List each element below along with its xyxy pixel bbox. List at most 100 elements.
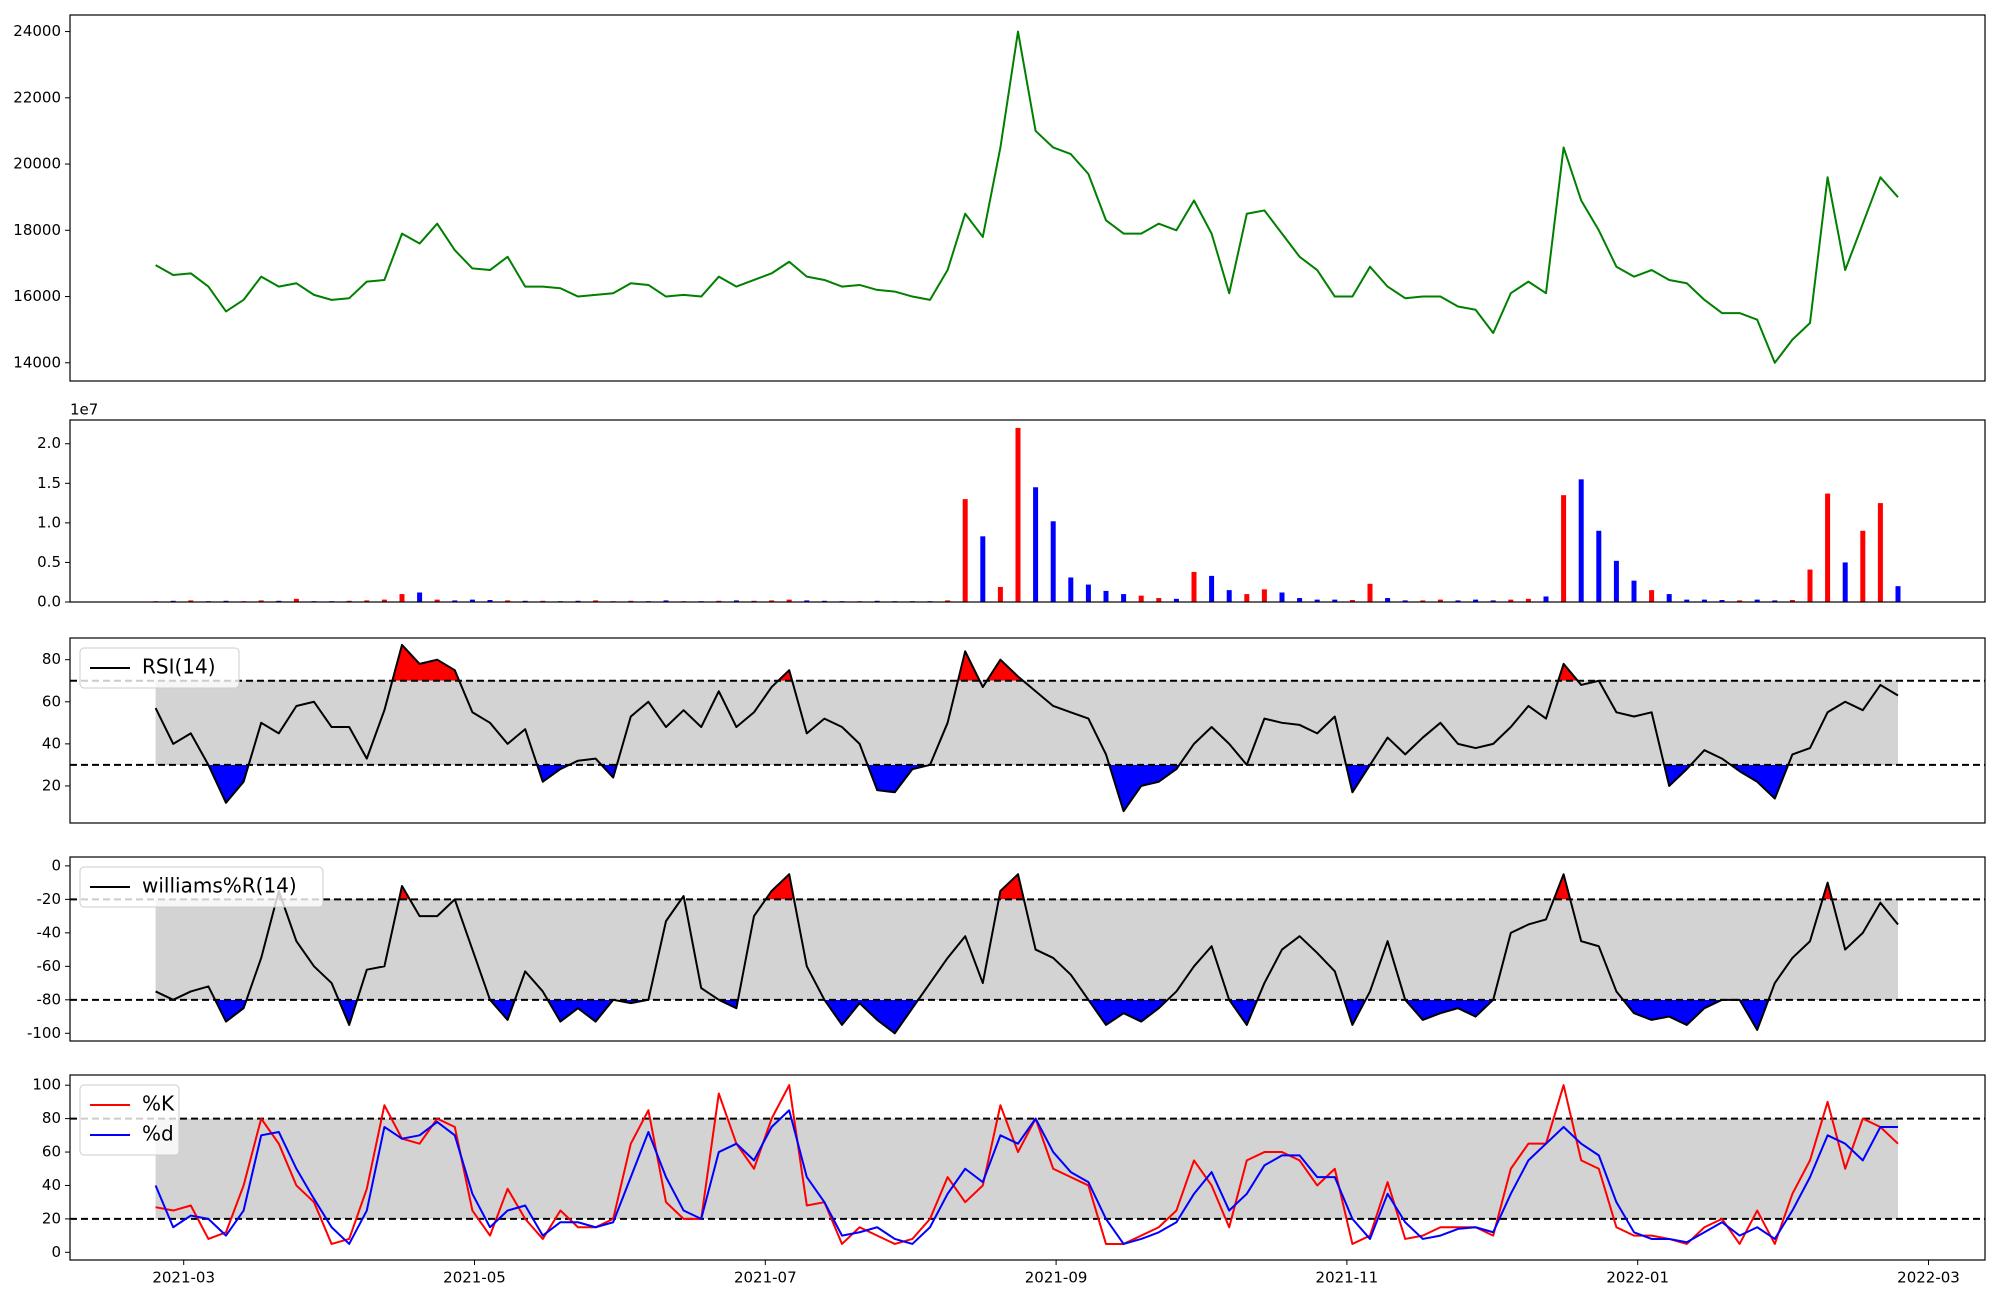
volume-bar	[1508, 599, 1514, 602]
axis-offset-label: 1e7	[70, 401, 98, 419]
x-tick-label: 2021-03	[152, 1269, 215, 1287]
y-tick-label: 2.0	[37, 434, 61, 452]
volume-bar	[487, 600, 493, 602]
y-tick-label: 20	[42, 776, 61, 794]
y-tick-label: -100	[27, 1024, 61, 1042]
volume-bar	[1842, 562, 1848, 602]
axes-background	[70, 15, 1985, 381]
series-line	[155, 1084, 1899, 1245]
y-tick-label: 22000	[13, 88, 61, 106]
volume-bar	[1015, 427, 1021, 602]
volume-bar	[1561, 495, 1567, 602]
volume-bar	[1825, 493, 1831, 602]
y-tick-label: 0.0	[37, 593, 61, 611]
y-tick-label: -40	[37, 923, 62, 941]
volume-bar	[1156, 598, 1162, 602]
volume-bar	[452, 600, 458, 602]
volume-bar	[381, 599, 387, 602]
volume-bar	[804, 600, 810, 602]
y-tick-label: 0	[51, 856, 61, 874]
volume-bar	[593, 600, 599, 602]
volume-bar	[1085, 584, 1091, 602]
volume-bar	[1455, 600, 1461, 602]
y-tick-label: 100	[32, 1076, 61, 1094]
volume-bar	[1631, 580, 1637, 602]
axes-frame	[69, 419, 1986, 603]
volume-bar	[1613, 560, 1619, 602]
volume-bar	[1437, 599, 1443, 602]
y-tick-label: 20	[42, 1209, 61, 1227]
volume-bar	[1033, 487, 1039, 602]
legend-box	[79, 647, 240, 689]
x-tick-label: 2022-03	[1897, 1269, 1960, 1287]
y-tick-label: 18000	[13, 221, 61, 239]
volume-bar	[1226, 590, 1232, 602]
x-tick-label: 2021-09	[1025, 1269, 1088, 1287]
series-line	[154, 1109, 1898, 1245]
volume-bar	[1050, 521, 1056, 602]
series-line	[154, 643, 1899, 813]
y-tick-label: 24000	[13, 22, 61, 40]
volume-bar	[1367, 583, 1373, 602]
volume-bar	[434, 599, 440, 602]
axes-frame	[69, 856, 1986, 1042]
volume-bar	[1719, 600, 1725, 602]
volume-bar	[1701, 599, 1707, 602]
y-tick-label: -80	[37, 990, 62, 1008]
y-tick-label: 40	[42, 1176, 61, 1194]
axes-frame	[69, 1074, 1986, 1261]
level-band	[155, 680, 1899, 765]
volume-bar	[1121, 594, 1127, 602]
volume-bar	[1666, 594, 1672, 602]
volume-bar	[1314, 599, 1320, 602]
legend-label: williams%R(14)	[142, 874, 297, 898]
volume-bar	[962, 499, 968, 602]
volume-bar	[417, 592, 423, 602]
y-tick-label: 1.5	[37, 474, 61, 492]
volume-bar	[1772, 600, 1778, 602]
volume-bar	[1860, 530, 1866, 602]
legend-label: RSI(14)	[142, 655, 216, 679]
volume-bar	[1525, 598, 1531, 602]
y-tick-label: 16000	[13, 287, 61, 305]
volume-bar	[980, 536, 986, 602]
below-fill	[215, 999, 1769, 1034]
volume-bar	[188, 600, 194, 602]
volume-bar	[1244, 594, 1250, 602]
volume-bar	[1737, 600, 1743, 602]
volume-bar	[733, 600, 739, 602]
y-tick-label: 20000	[13, 155, 61, 173]
volume-bar	[1191, 571, 1197, 602]
volume-bar	[1754, 599, 1760, 602]
x-tick-label: 2022-01	[1606, 1269, 1669, 1287]
y-tick-label: 80	[42, 650, 61, 668]
volume-bar	[1297, 598, 1303, 602]
volume-bar	[1473, 599, 1479, 602]
y-tick-label: 40	[42, 734, 61, 752]
y-tick-label: -20	[37, 890, 62, 908]
volume-bar	[1068, 577, 1074, 602]
y-tick-label: 14000	[13, 353, 61, 371]
y-tick-label: 80	[42, 1109, 61, 1127]
volume-bar	[258, 600, 264, 602]
volume-bar	[1173, 598, 1179, 602]
volume-bar	[997, 586, 1003, 602]
volume-bar	[1261, 589, 1267, 602]
volume-bar	[1332, 599, 1338, 602]
volume-bar	[1420, 600, 1426, 602]
legend-box	[79, 866, 324, 908]
volume-bar	[505, 600, 511, 602]
volume-bar	[1138, 595, 1144, 602]
volume-bar	[1649, 590, 1655, 602]
y-tick-label: 0	[51, 1243, 61, 1261]
volume-bar	[769, 600, 775, 602]
x-tick-label: 2021-05	[443, 1269, 506, 1287]
y-tick-label: -60	[37, 957, 62, 975]
legend-label: %K	[142, 1092, 175, 1116]
volume-bar	[1103, 590, 1109, 602]
x-tick-label: 2021-11	[1316, 1269, 1379, 1287]
y-tick-label: 60	[42, 1143, 61, 1161]
volume-bar	[1490, 600, 1496, 602]
volume-bar	[1807, 569, 1813, 602]
